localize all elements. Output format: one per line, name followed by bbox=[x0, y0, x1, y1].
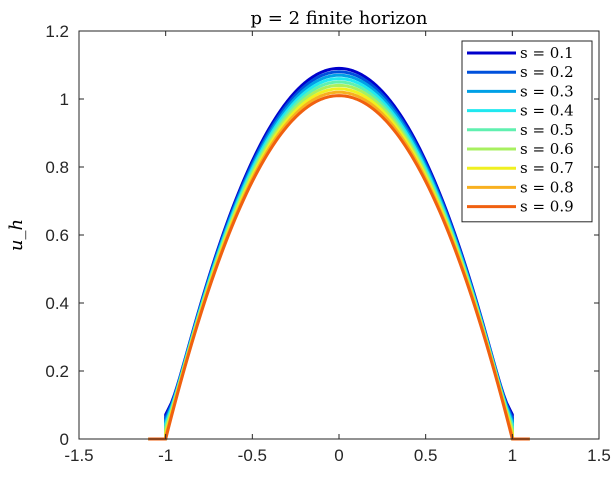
legend-label: s = 0.9 bbox=[520, 198, 574, 216]
y-tick-label: 0.2 bbox=[45, 362, 69, 381]
y-tick-label: 0.4 bbox=[45, 294, 69, 313]
legend-label: s = 0.1 bbox=[520, 44, 574, 62]
legend-label: s = 0.7 bbox=[520, 159, 574, 177]
y-tick-label: 1 bbox=[60, 90, 69, 109]
x-tick-label: 1 bbox=[508, 446, 517, 465]
x-tick-label: 0.5 bbox=[414, 446, 438, 465]
y-tick-label: 0.6 bbox=[45, 226, 69, 245]
legend-label: s = 0.6 bbox=[520, 140, 574, 158]
legend-label: s = 0.2 bbox=[520, 63, 574, 81]
legend-label: s = 0.3 bbox=[520, 82, 574, 100]
legend-label: s = 0.5 bbox=[520, 121, 574, 139]
x-tick-label: -0.5 bbox=[238, 446, 267, 465]
x-tick-label: 0 bbox=[334, 446, 343, 465]
y-tick-label: 0.8 bbox=[45, 158, 69, 177]
x-tick-label: -1.5 bbox=[64, 446, 93, 465]
chart-title: p = 2 finite horizon bbox=[251, 8, 428, 29]
series-line-9 bbox=[148, 94, 530, 441]
legend-label: s = 0.4 bbox=[520, 102, 574, 120]
y-tick-label: 1.2 bbox=[45, 22, 69, 41]
y-tick-label: 0 bbox=[60, 430, 69, 449]
legend-label: s = 0.8 bbox=[520, 178, 574, 196]
y-axis-label: u_h bbox=[6, 219, 27, 251]
x-tick-label: -1 bbox=[158, 446, 173, 465]
x-tick-label: 1.5 bbox=[587, 446, 611, 465]
